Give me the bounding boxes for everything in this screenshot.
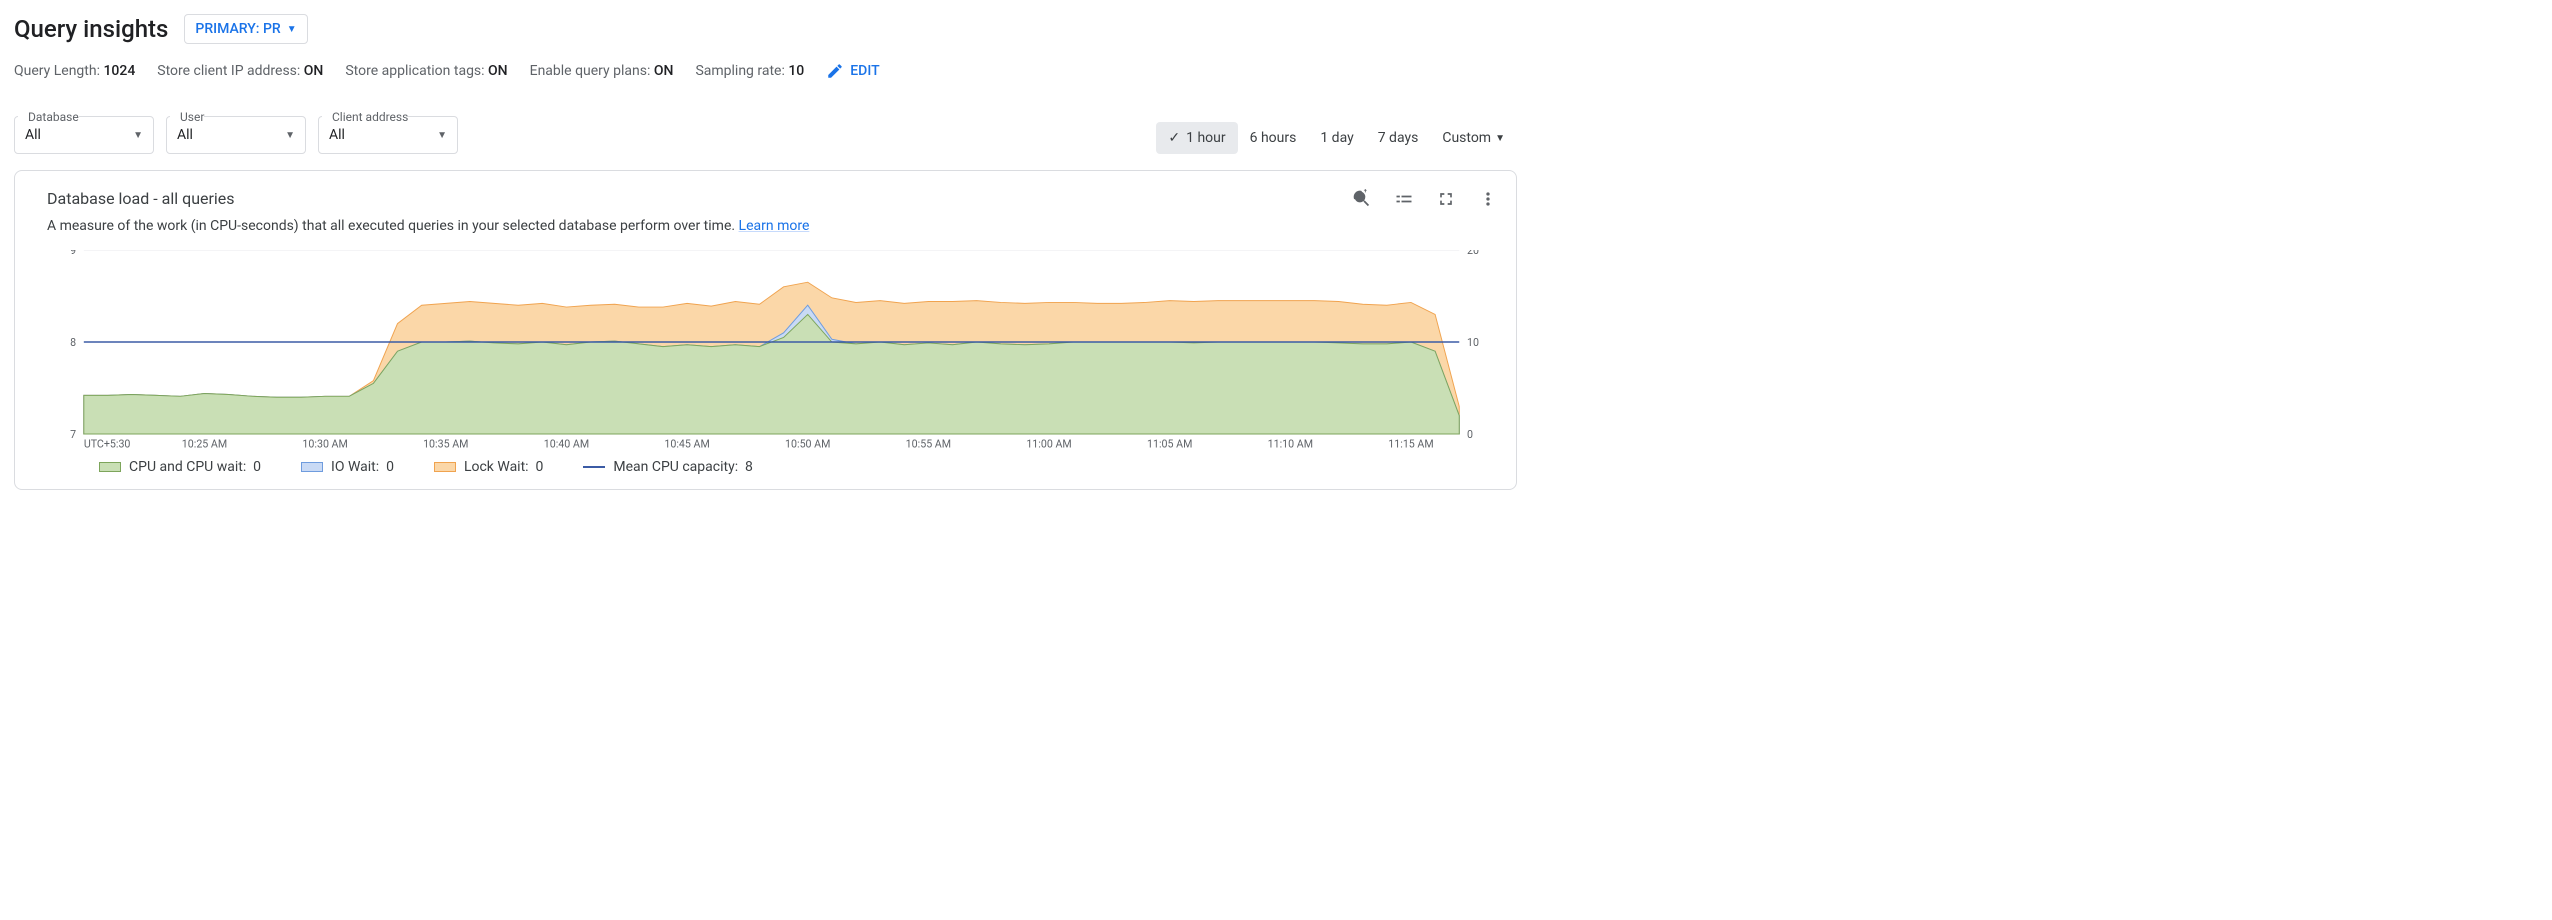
store-ip-setting: Store client IP address: ON bbox=[157, 63, 323, 79]
svg-text:10:55 AM: 10:55 AM bbox=[906, 438, 951, 451]
chart-subtitle-text: A measure of the work (in CPU-seconds) t… bbox=[47, 218, 735, 234]
legend-label: CPU and CPU wait: 0 bbox=[129, 459, 261, 475]
enable-plans-value: ON bbox=[654, 63, 674, 79]
check-icon: ✓ bbox=[1168, 130, 1180, 146]
time-range-option[interactable]: ✓ 1 hour bbox=[1156, 122, 1237, 154]
sampling-value: 10 bbox=[788, 63, 804, 79]
enable-plans-label: Enable query plans: bbox=[530, 63, 651, 79]
database-filter-label: Database bbox=[18, 110, 79, 124]
client-filter-value: All bbox=[329, 127, 345, 143]
fullscreen-icon[interactable] bbox=[1436, 189, 1456, 213]
legend-toggle-icon[interactable] bbox=[1394, 189, 1414, 213]
svg-text:20: 20 bbox=[1467, 250, 1479, 257]
sampling-setting: Sampling rate: 10 bbox=[695, 63, 804, 79]
legend-item[interactable]: IO Wait: 0 bbox=[301, 459, 394, 475]
replica-label: PRIMARY: PR bbox=[195, 21, 280, 37]
legend-swatch bbox=[434, 462, 456, 472]
chart-title: Database load - all queries bbox=[47, 189, 809, 208]
svg-text:11:00 AM: 11:00 AM bbox=[1026, 438, 1071, 451]
user-filter-label: User bbox=[170, 110, 204, 124]
time-range-option[interactable]: 7 days bbox=[1366, 122, 1431, 154]
learn-more-link[interactable]: Learn more bbox=[739, 218, 810, 234]
svg-text:9: 9 bbox=[70, 250, 76, 257]
legend-item[interactable]: CPU and CPU wait: 0 bbox=[99, 459, 261, 475]
svg-text:10:45 AM: 10:45 AM bbox=[664, 438, 709, 451]
store-ip-value: ON bbox=[304, 63, 324, 79]
database-load-chart: 7 8 9 0 10 20 UTC+5:30 10:25 AM 10:30 AM 10:35 AM… bbox=[47, 250, 1498, 453]
chevron-down-icon: ▼ bbox=[1495, 133, 1505, 144]
enable-plans-setting: Enable query plans: ON bbox=[530, 63, 674, 79]
pencil-icon bbox=[826, 62, 844, 80]
time-range-selector: ✓ 1 hour 6 hours 1 day 7 days Custom ▼ bbox=[1156, 122, 1517, 154]
legend-item[interactable]: Mean CPU capacity: 8 bbox=[583, 459, 753, 475]
store-tags-setting: Store application tags: ON bbox=[345, 63, 507, 79]
legend-item[interactable]: Lock Wait: 0 bbox=[434, 459, 543, 475]
sampling-label: Sampling rate: bbox=[695, 63, 784, 79]
reset-zoom-icon[interactable] bbox=[1352, 189, 1372, 213]
chart-subtitle: A measure of the work (in CPU-seconds) t… bbox=[47, 218, 809, 234]
time-range-option-label: 6 hours bbox=[1250, 130, 1297, 146]
svg-text:10:25 AM: 10:25 AM bbox=[182, 438, 227, 451]
chart-card: Database load - all queries A measure of… bbox=[14, 170, 1517, 490]
legend-swatch bbox=[99, 462, 121, 472]
svg-text:10:40 AM: 10:40 AM bbox=[544, 438, 589, 451]
time-range-option-label: 7 days bbox=[1378, 130, 1419, 146]
chart-legend: CPU and CPU wait: 0 IO Wait: 0 Lock Wait: … bbox=[47, 453, 1498, 479]
legend-label: Mean CPU capacity: 8 bbox=[613, 459, 753, 475]
time-range-option-label: 1 hour bbox=[1186, 130, 1226, 146]
chevron-down-icon: ▼ bbox=[285, 130, 295, 141]
query-length-value: 1024 bbox=[103, 63, 135, 79]
store-tags-label: Store application tags: bbox=[345, 63, 484, 79]
edit-button[interactable]: EDIT bbox=[826, 62, 879, 80]
svg-text:7: 7 bbox=[70, 428, 76, 441]
page-title: Query insights bbox=[14, 15, 168, 43]
svg-text:8: 8 bbox=[70, 336, 76, 349]
client-filter-label: Client address bbox=[322, 110, 408, 124]
query-length-label: Query Length: bbox=[14, 63, 100, 79]
replica-select-button[interactable]: PRIMARY: PR ▼ bbox=[184, 14, 307, 44]
time-range-option[interactable]: 6 hours bbox=[1238, 122, 1309, 154]
svg-text:10:50 AM: 10:50 AM bbox=[785, 438, 830, 451]
svg-text:10: 10 bbox=[1467, 336, 1479, 349]
svg-text:11:15 AM: 11:15 AM bbox=[1388, 438, 1433, 451]
legend-label: Lock Wait: 0 bbox=[464, 459, 543, 475]
settings-row: Query Length: 1024 Store client IP addre… bbox=[14, 62, 1517, 80]
legend-swatch bbox=[301, 462, 323, 472]
time-range-custom[interactable]: Custom ▼ bbox=[1430, 122, 1517, 154]
svg-text:10:35 AM: 10:35 AM bbox=[423, 438, 468, 451]
time-range-option[interactable]: 1 day bbox=[1308, 122, 1365, 154]
svg-text:10:30 AM: 10:30 AM bbox=[302, 438, 347, 451]
svg-text:11:10 AM: 11:10 AM bbox=[1268, 438, 1313, 451]
store-tags-value: ON bbox=[488, 63, 508, 79]
svg-text:11:05 AM: 11:05 AM bbox=[1147, 438, 1192, 451]
time-range-custom-label: Custom bbox=[1442, 130, 1491, 146]
edit-label: EDIT bbox=[850, 63, 879, 79]
legend-label: IO Wait: 0 bbox=[331, 459, 394, 475]
more-menu-icon[interactable] bbox=[1478, 189, 1498, 213]
svg-text:UTC+5:30: UTC+5:30 bbox=[84, 438, 131, 451]
chevron-down-icon: ▼ bbox=[287, 24, 297, 35]
database-filter-value: All bbox=[25, 127, 41, 143]
svg-text:0: 0 bbox=[1467, 428, 1473, 441]
chevron-down-icon: ▼ bbox=[133, 130, 143, 141]
time-range-option-label: 1 day bbox=[1320, 130, 1353, 146]
store-ip-label: Store client IP address: bbox=[157, 63, 300, 79]
chevron-down-icon: ▼ bbox=[437, 130, 447, 141]
user-filter-value: All bbox=[177, 127, 193, 143]
query-length-setting: Query Length: 1024 bbox=[14, 63, 135, 79]
legend-swatch bbox=[583, 466, 605, 468]
